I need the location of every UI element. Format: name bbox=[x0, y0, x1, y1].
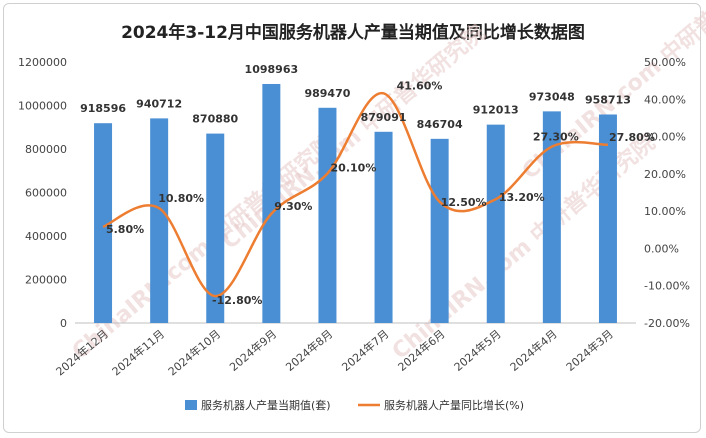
bar-value-label: 918596 bbox=[80, 102, 126, 115]
x-tick-label: 2024年5月 bbox=[451, 327, 504, 374]
watermark-text: ChinaIRN.com 中研普华研究院 bbox=[217, 20, 490, 255]
line-value-label: 13.20% bbox=[499, 191, 545, 204]
line-value-label: 10.80% bbox=[158, 192, 204, 205]
line-value-label: 5.80% bbox=[106, 223, 144, 236]
legend-line-label: 服务机器人产量同比增长(%) bbox=[384, 398, 524, 412]
y-right-tick-label: 40.00% bbox=[644, 93, 686, 106]
bar-value-label: 912013 bbox=[473, 104, 519, 117]
x-tick-label: 2024年4月 bbox=[507, 327, 560, 374]
x-tick-label: 2024年7月 bbox=[339, 327, 392, 374]
y-left-tick-label: 600000 bbox=[25, 187, 67, 200]
bar bbox=[598, 114, 617, 323]
bar bbox=[262, 83, 281, 323]
y-right-tick-label: -10.00% bbox=[644, 280, 690, 293]
y-right-tick-label: 10.00% bbox=[644, 205, 686, 218]
growth-line bbox=[102, 92, 608, 298]
line-value-label: 20.10% bbox=[331, 161, 377, 174]
bar bbox=[542, 111, 561, 323]
chart-title: 2024年3-12月中国服务机器人产量当期值及同比增长数据图 bbox=[121, 23, 585, 43]
y-right-tick-label: 50.00% bbox=[644, 56, 686, 69]
y-right-tick-label: 20.00% bbox=[644, 168, 686, 181]
bar-value-label: 1098963 bbox=[245, 63, 299, 76]
line-value-label: 27.30% bbox=[533, 131, 579, 144]
bar bbox=[430, 138, 449, 323]
y-right-tick-label: 30.00% bbox=[644, 131, 686, 144]
line-value-label: -12.80% bbox=[212, 294, 262, 307]
y-left-tick-label: 400000 bbox=[25, 230, 67, 243]
x-tick-label: 2024年3月 bbox=[563, 327, 616, 374]
bar bbox=[150, 118, 169, 323]
y-left-tick-label: 200000 bbox=[25, 274, 67, 287]
bars-layer bbox=[94, 83, 617, 323]
y-left-tick-label: 800000 bbox=[25, 143, 67, 156]
bar bbox=[94, 123, 113, 323]
bar bbox=[318, 107, 337, 323]
legend-bar-swatch bbox=[185, 400, 197, 410]
x-tick-label: 2024年8月 bbox=[283, 327, 336, 374]
y-left-tick-label: 1000000 bbox=[18, 100, 67, 113]
bar-value-label: 958713 bbox=[585, 93, 631, 106]
line-value-label: 27.80% bbox=[609, 131, 655, 144]
x-tick-label: 2024年10月 bbox=[165, 327, 223, 379]
labels-layer: 918596 940712 870880 1098963 989470 879091 846… bbox=[80, 63, 655, 307]
bar-value-label: 879091 bbox=[361, 111, 407, 124]
legend-bar-label: 服务机器人产量当期值(套) bbox=[201, 398, 331, 412]
y-left-tick-label: 0 bbox=[60, 317, 67, 330]
y-right-tick-label: -20.00% bbox=[644, 317, 690, 330]
bar bbox=[374, 131, 393, 323]
bar-value-label: 870880 bbox=[192, 113, 238, 126]
bar bbox=[206, 133, 225, 323]
legend: 服务机器人产量当期值(套) 服务机器人产量同比增长(%) bbox=[185, 398, 524, 412]
bar-value-label: 989470 bbox=[304, 87, 350, 100]
line-value-label: 41.60% bbox=[397, 79, 443, 92]
y-left-tick-label: 1200000 bbox=[18, 56, 67, 69]
bar-value-label: 846704 bbox=[417, 118, 463, 131]
bar-value-label: 940712 bbox=[136, 97, 182, 110]
y-right-tick-label: 0.00% bbox=[644, 242, 679, 255]
line-layer bbox=[102, 92, 608, 298]
line-value-label: 12.50% bbox=[441, 196, 487, 209]
bar-value-label: 973048 bbox=[529, 90, 575, 103]
x-tick-label: 2024年9月 bbox=[227, 327, 280, 374]
line-value-label: 9.30% bbox=[274, 200, 312, 213]
bar bbox=[486, 124, 505, 323]
